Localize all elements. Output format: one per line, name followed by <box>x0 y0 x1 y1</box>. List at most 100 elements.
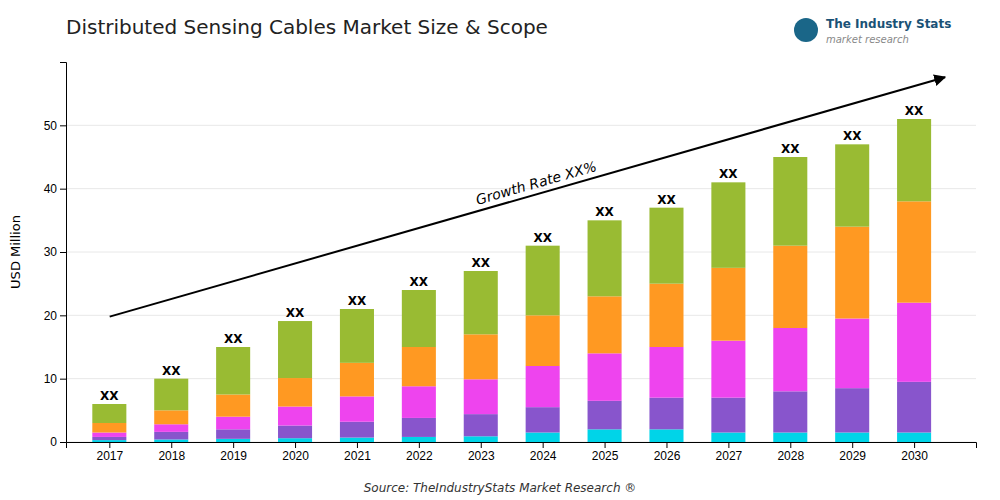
bar <box>897 119 931 201</box>
bar <box>402 437 436 442</box>
x-tick: 2027 <box>716 442 743 463</box>
chart-svg: XXXXXXXXXXXXXXXXXXXXXXXXXXXX201720182019… <box>0 0 1000 500</box>
grid <box>66 125 976 442</box>
y-tick-mark <box>60 125 66 126</box>
bar <box>897 303 931 382</box>
y-tick: 20 <box>44 309 66 323</box>
bar-label: XX <box>719 167 738 181</box>
y-axis-title: USD Million <box>8 215 23 289</box>
bar <box>464 271 498 334</box>
bar <box>92 404 126 423</box>
bar <box>464 436 498 442</box>
bar-label: XX <box>781 142 800 156</box>
x-tick-label: 2027 <box>716 449 743 463</box>
logo-subtitle: market research <box>826 34 909 45</box>
y-tick-label: 30 <box>44 245 58 259</box>
chart-container: XXXXXXXXXXXXXXXXXXXXXXXXXXXX201720182019… <box>0 0 1000 500</box>
x-tick-label: 2017 <box>96 449 123 463</box>
bar <box>464 334 498 379</box>
bar-label: XX <box>410 275 429 289</box>
bar-label: XX <box>533 231 552 245</box>
y-tick: 30 <box>44 245 66 259</box>
x-tick: 2025 <box>592 442 619 463</box>
y-tick-mark <box>60 189 66 190</box>
logo-title: The Industry Stats <box>826 17 951 31</box>
bar <box>278 407 312 426</box>
bar <box>649 284 683 347</box>
bar <box>588 429 622 442</box>
bar <box>526 433 560 443</box>
grid-line <box>66 125 976 126</box>
bar <box>897 201 931 302</box>
bar-label: XX <box>348 294 367 308</box>
bar-label: XX <box>595 205 614 219</box>
bar <box>402 347 436 386</box>
bar <box>154 439 188 442</box>
y-tick: 50 <box>44 119 66 133</box>
bar-label: XX <box>905 104 924 118</box>
bar <box>402 418 436 437</box>
x-tick: 2024 <box>530 442 557 463</box>
annotation: Growth Rate XX% <box>474 158 598 208</box>
x-tick-label: 2024 <box>530 449 557 463</box>
bar <box>835 144 869 226</box>
source: Source: TheIndustryStats Market Research… <box>364 481 637 495</box>
title: Distributed Sensing Cables Market Size &… <box>66 15 548 39</box>
x-tick: 2017 <box>96 442 123 463</box>
y-tick-label: 10 <box>44 372 58 386</box>
y-tick-mark <box>60 315 66 316</box>
bar <box>92 423 126 433</box>
x-tick-mark <box>852 442 853 448</box>
bar <box>649 398 683 430</box>
x-tick-mark <box>914 442 915 448</box>
x-tick-mark <box>419 442 420 448</box>
bar <box>340 363 374 397</box>
x-tick-mark <box>481 442 482 448</box>
x-tick-mark <box>790 442 791 448</box>
bar <box>154 379 188 411</box>
y-tick: 10 <box>44 372 66 386</box>
bar <box>773 328 807 391</box>
bar <box>278 438 312 442</box>
x-axis-line <box>67 443 977 449</box>
bar <box>278 378 312 407</box>
bar <box>216 429 250 439</box>
bar <box>154 410 188 424</box>
x-tick-mark <box>605 442 606 448</box>
bar <box>340 309 374 363</box>
x-tick-label: 2030 <box>901 449 928 463</box>
x-tick-mark <box>109 442 110 448</box>
bar <box>588 296 622 353</box>
bar <box>897 433 931 443</box>
bar <box>835 433 869 443</box>
bar <box>92 437 126 440</box>
y-tick: 40 <box>44 182 66 196</box>
x-tick: 2028 <box>777 442 804 463</box>
x-tick-mark <box>233 442 234 448</box>
x-tick-label: 2028 <box>777 449 804 463</box>
bar <box>216 347 250 395</box>
bar <box>340 396 374 421</box>
bar <box>773 391 807 432</box>
bar <box>649 208 683 284</box>
x-tick: 2018 <box>158 442 185 463</box>
bar-label: XX <box>843 129 862 143</box>
bar <box>649 347 683 398</box>
bar <box>92 440 126 442</box>
x-tick-label: 2026 <box>654 449 681 463</box>
bar-labels: XXXXXXXXXXXXXXXXXXXXXXXXXXXX <box>100 104 924 403</box>
bar <box>340 422 374 438</box>
bar <box>897 382 931 433</box>
x-tick: 2029 <box>839 442 866 463</box>
bar <box>649 429 683 442</box>
logo-icon <box>794 18 818 42</box>
x-tick-mark <box>728 442 729 448</box>
bar-label: XX <box>162 364 181 378</box>
x-tick-label: 2023 <box>468 449 495 463</box>
y-tick-mark <box>60 442 66 443</box>
bar <box>526 366 560 407</box>
bar-label: XX <box>657 193 676 207</box>
y-tick: 0 <box>50 435 66 449</box>
bar <box>773 246 807 328</box>
bar <box>340 438 374 442</box>
